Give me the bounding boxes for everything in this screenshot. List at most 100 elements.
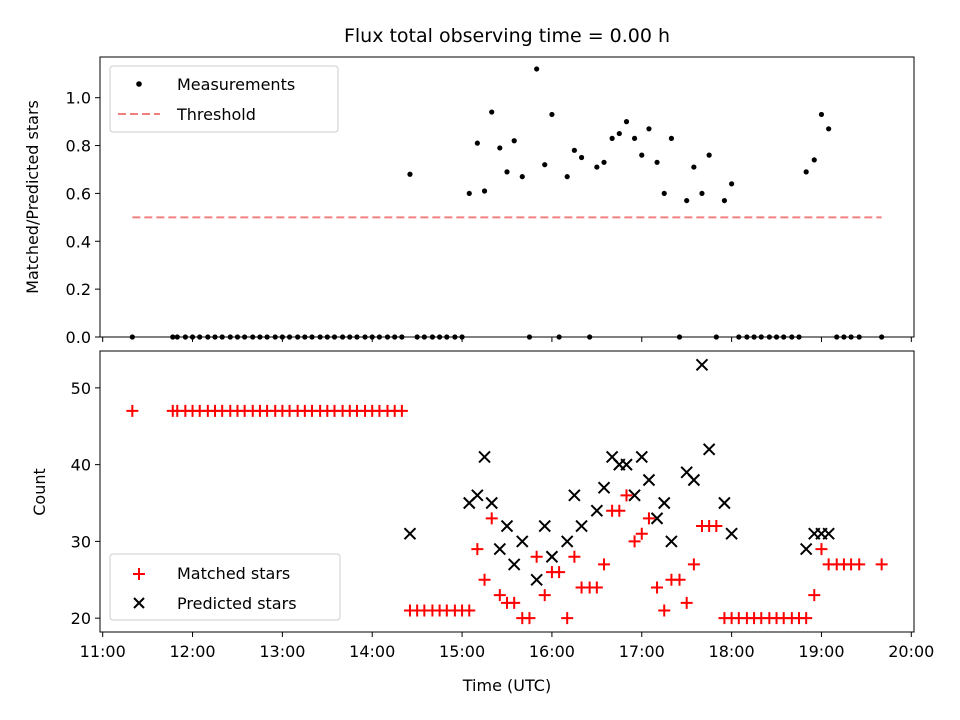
- top-y-axis-title: Matched/Predicted stars: [23, 100, 42, 294]
- predicted-star-point: [471, 489, 484, 502]
- top-y-tick-label: 0.6: [66, 184, 91, 203]
- predicted-star-point: [725, 527, 738, 540]
- measurement-point: [646, 126, 652, 132]
- predicted-star-point: [597, 481, 611, 494]
- matched-stars-points: [126, 404, 888, 625]
- measurement-point: [504, 169, 510, 175]
- bottom-legend: Matched stars Predicted stars: [109, 553, 341, 621]
- measurement-point: [721, 197, 728, 204]
- predicted-star-point: [500, 519, 514, 533]
- bottom-legend-box: [109, 553, 341, 621]
- matched-star-point: [673, 573, 686, 586]
- bottom-x-tick-label: 19:00: [798, 642, 844, 661]
- measurement-point: [489, 109, 495, 115]
- predicted-star-point: [560, 535, 574, 548]
- measurement-point: [564, 174, 570, 180]
- x-axis-title: Time (UTC): [462, 676, 551, 695]
- legend-predicted-marker: [133, 597, 145, 609]
- predicted-star-point: [530, 573, 543, 586]
- matched-star-point: [471, 543, 484, 556]
- matched-star-point: [808, 589, 821, 602]
- measurement-point: [578, 154, 585, 161]
- measurement-point: [699, 190, 705, 197]
- matched-star-point: [613, 504, 626, 517]
- legend-measurements-label: Measurements: [177, 75, 295, 94]
- predicted-star-point: [485, 496, 498, 510]
- matched-star-point: [598, 558, 611, 571]
- predicted-star-point: [650, 512, 664, 525]
- measurement-point: [811, 157, 817, 163]
- matched-star-point: [642, 512, 655, 525]
- predicted-star-point: [687, 473, 701, 487]
- measurement-point: [511, 138, 517, 144]
- bottom-x-tick-label: 11:00: [80, 642, 126, 661]
- measurement-point: [706, 152, 712, 158]
- measurement-point: [549, 111, 555, 118]
- matched-star-point: [687, 558, 700, 571]
- measurement-point: [474, 140, 480, 146]
- legend-matched-label: Matched stars: [177, 564, 290, 583]
- legend-measurements-marker: [136, 81, 142, 87]
- bottom-x-tick-label: 12:00: [169, 642, 215, 661]
- predicted-star-point: [658, 496, 671, 510]
- measurement-point: [623, 119, 630, 125]
- top-y-tick-label: 1.0: [66, 89, 91, 108]
- measurement-point: [818, 111, 825, 118]
- matched-star-point: [680, 596, 693, 609]
- measurement-point: [609, 135, 615, 141]
- measurement-point: [571, 147, 577, 153]
- matched-star-point: [553, 566, 566, 579]
- top-x-ticks: [102, 337, 912, 342]
- matched-star-point: [651, 581, 664, 594]
- top-y-ticks: 0.0 0.2 0.4 0.6 0.8 1.0: [66, 89, 100, 347]
- predicted-star-point: [642, 473, 656, 487]
- matched-star-point: [620, 489, 633, 502]
- bottom-y-tick-label: 20: [71, 609, 91, 628]
- matched-star-point: [463, 604, 476, 617]
- top-y-tick-label: 0.4: [66, 232, 91, 251]
- legend-matched-marker: [133, 568, 145, 580]
- bottom-x-tick-label: 14:00: [349, 642, 395, 661]
- predicted-star-point: [590, 504, 604, 517]
- predicted-star-point: [507, 558, 521, 571]
- predicted-star-point: [628, 489, 641, 502]
- measurement-points: [129, 66, 885, 340]
- predicted-star-point: [799, 542, 813, 556]
- matched-star-point: [478, 573, 491, 586]
- measurement-point: [497, 145, 503, 151]
- matched-star-point: [853, 558, 866, 571]
- predicted-star-point: [695, 358, 709, 372]
- predicted-star-point: [718, 496, 731, 510]
- measurement-point: [601, 159, 607, 165]
- top-panel: 0.0 0.2 0.4 0.6 0.8 1.0 Matched/Predicted sta…: [23, 56, 915, 347]
- predicted-star-point: [478, 450, 491, 464]
- measurement-point: [639, 152, 645, 158]
- predicted-star-point: [568, 489, 581, 502]
- top-y-tick-label: 0.2: [66, 280, 91, 299]
- matched-star-point: [710, 520, 723, 533]
- predicted-star-point: [620, 458, 633, 471]
- measurement-point: [654, 159, 660, 165]
- matched-star-point: [538, 589, 551, 602]
- predicted-star-point: [575, 519, 588, 533]
- matched-star-point: [530, 550, 543, 563]
- matched-star-point: [561, 612, 574, 625]
- measurement-point: [407, 171, 413, 177]
- predicted-star-point: [665, 535, 678, 548]
- matched-star-point: [493, 589, 506, 602]
- measurement-point: [466, 190, 472, 197]
- bottom-y-axis-title: Count: [30, 468, 49, 516]
- bottom-y-tick-label: 50: [71, 379, 91, 398]
- bottom-x-tick-label: 20:00: [888, 642, 934, 661]
- predicted-star-point: [545, 550, 559, 563]
- matched-star-point: [508, 596, 521, 609]
- measurement-point: [661, 190, 667, 197]
- matched-star-point: [815, 543, 828, 556]
- measurement-point: [542, 162, 548, 168]
- top-legend-box: [109, 65, 339, 133]
- matched-star-point: [628, 535, 641, 548]
- bottom-x-tick-label: 18:00: [709, 642, 755, 661]
- measurement-point: [519, 174, 525, 180]
- measurement-point: [481, 188, 488, 194]
